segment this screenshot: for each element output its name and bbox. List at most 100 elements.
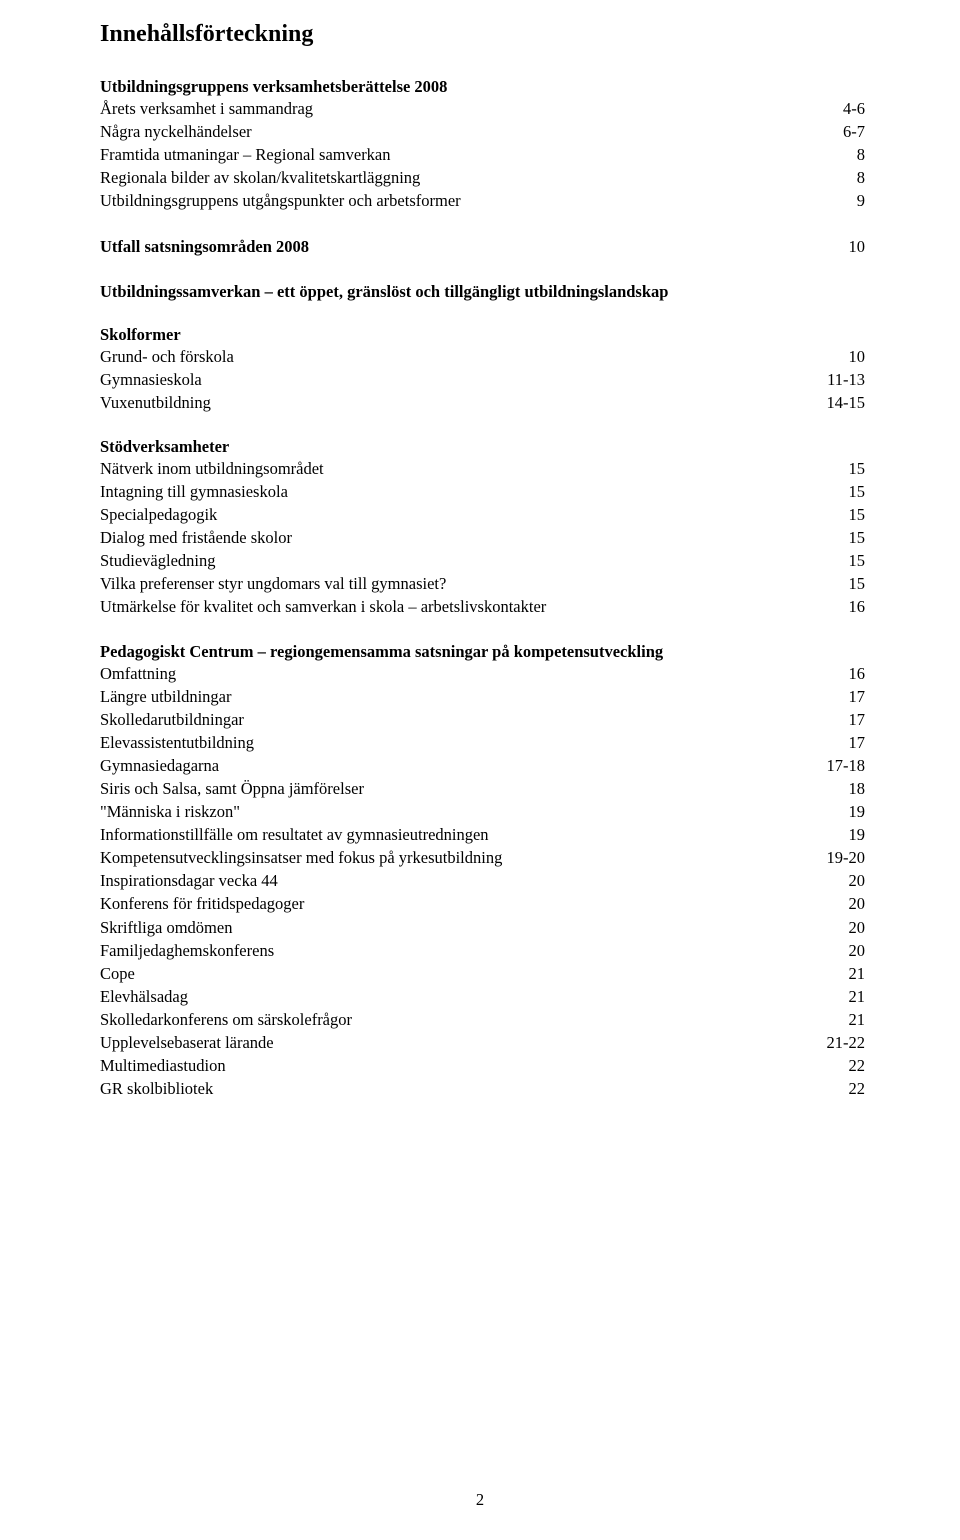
toc-row-page: 15 [815, 526, 865, 549]
section-heading: Utbildningsgruppens verksamhetsberättels… [100, 77, 865, 97]
section-heading: Stödverksamheter [100, 437, 865, 457]
toc-row: Specialpedagogik15 [100, 503, 865, 526]
toc-row-page: 9 [815, 189, 865, 212]
toc-block: Pedagogiskt Centrum – regiongemensamma s… [100, 642, 865, 1101]
toc-row: Intagning till gymnasieskola 15 [100, 480, 865, 503]
toc-row-label: Studievägledning [100, 549, 215, 572]
toc-row: Kompetensutvecklingsinsatser med fokus p… [100, 846, 865, 869]
toc-row: Regionala bilder av skolan/kvalitetskart… [100, 166, 865, 189]
toc-row-label: Konferens för fritidspedagoger [100, 892, 304, 915]
toc-row-page: 10 [815, 345, 865, 368]
toc-row-label: Omfattning [100, 662, 176, 685]
toc-row-page: 22 [815, 1054, 865, 1077]
toc-row-label: Kompetensutvecklingsinsatser med fokus p… [100, 846, 502, 869]
toc-row: Elevhälsadag 21 [100, 985, 865, 1008]
toc-row: Framtida utmaningar – Regional samverkan… [100, 143, 865, 166]
toc-row-label: Elevhälsadag [100, 985, 188, 1008]
toc-row-label: Nätverk inom utbildningsområdet [100, 457, 324, 480]
toc-row-label: Gymnasiedagarna [100, 754, 219, 777]
toc-block: Utfall satsningsområden 2008 10 [100, 235, 865, 258]
toc-row: GR skolbibliotek 22 [100, 1077, 865, 1100]
toc-row: Årets verksamhet i sammandrag 4-6 [100, 97, 865, 120]
toc-row: Utmärkelse för kvalitet och samverkan i … [100, 595, 865, 618]
page-number: 2 [0, 1490, 960, 1510]
toc-row: Studievägledning 15 [100, 549, 865, 572]
toc-row-label: GR skolbibliotek [100, 1077, 213, 1100]
toc-row-page: 15 [815, 572, 865, 595]
toc-block: Utbildningsgruppens verksamhetsberättels… [100, 77, 865, 212]
toc-row-label: Regionala bilder av skolan/kvalitetskart… [100, 166, 420, 189]
toc-row-label: Dialog med fristående skolor [100, 526, 292, 549]
toc-row: Inspirationsdagar vecka 44 20 [100, 869, 865, 892]
toc-row-label: Utbildningsgruppens utgångspunkter och a… [100, 189, 461, 212]
toc-row: Siris och Salsa, samt Öppna jämförelser 1… [100, 777, 865, 800]
toc-row-label: Grund- och förskola [100, 345, 234, 368]
toc-row-page: 21 [815, 962, 865, 985]
toc-row-page: 21-22 [815, 1031, 865, 1054]
toc-row-label: Inspirationsdagar vecka 44 [100, 869, 278, 892]
toc-row-page: 17 [815, 685, 865, 708]
toc-row: Upplevelsebaserat lärande21-22 [100, 1031, 865, 1054]
toc-row-page: 11-13 [815, 368, 865, 391]
toc-row-label: Elevassistentutbildning [100, 731, 254, 754]
toc-row-page: 20 [815, 892, 865, 915]
toc-row: Skolledarutbildningar 17 [100, 708, 865, 731]
toc-row-label: Årets verksamhet i sammandrag [100, 97, 313, 120]
toc-row-label: Cope [100, 962, 135, 985]
toc-row-label: Intagning till gymnasieskola [100, 480, 288, 503]
toc-row-label: Skolledarutbildningar [100, 708, 244, 731]
toc-row-page: 4-6 [815, 97, 865, 120]
toc-row-page: 16 [815, 595, 865, 618]
toc-row: Vilka preferenser styr ungdomars val til… [100, 572, 865, 595]
toc-row-label: Familjedaghemskonferens [100, 939, 274, 962]
toc-row-label: Gymnasieskola [100, 368, 202, 391]
toc-row: Gymnasieskola 11-13 [100, 368, 865, 391]
toc-row: Vuxenutbildning14-15 [100, 391, 865, 414]
toc-row: Skolledarkonferens om särskolefrågor21 [100, 1008, 865, 1031]
section-heading: Skolformer [100, 325, 865, 345]
toc-row-page: 19 [815, 823, 865, 846]
toc-row: Multimediastudion 22 [100, 1054, 865, 1077]
toc-row: Nätverk inom utbildningsområdet15 [100, 457, 865, 480]
toc-row: Cope 21 [100, 962, 865, 985]
toc-row: Skriftliga omdömen20 [100, 916, 865, 939]
toc-block: SkolformerGrund- och förskola10Gymnasies… [100, 325, 865, 414]
toc-row-page: 10 [815, 235, 865, 258]
toc-row: Informationstillfälle om resultatet av g… [100, 823, 865, 846]
toc-row-page: 15 [815, 480, 865, 503]
toc-row-page: 17 [815, 708, 865, 731]
toc-row-label: Multimediastudion [100, 1054, 226, 1077]
toc-row-page: 22 [815, 1077, 865, 1100]
toc-row-label: Framtida utmaningar – Regional samverkan [100, 143, 391, 166]
toc-row-page: 18 [815, 777, 865, 800]
toc-row: Konferens för fritidspedagoger 20 [100, 892, 865, 915]
toc-row: Elevassistentutbildning17 [100, 731, 865, 754]
toc-row-page: 8 [815, 166, 865, 189]
toc-row-page: 20 [815, 916, 865, 939]
toc-row-page: 6-7 [815, 120, 865, 143]
toc-row: Utfall satsningsområden 2008 10 [100, 235, 865, 258]
toc-row-label: Siris och Salsa, samt Öppna jämförelser [100, 777, 364, 800]
toc-row-page: 17-18 [815, 754, 865, 777]
toc-row-label: Informationstillfälle om resultatet av g… [100, 823, 489, 846]
toc-row: Familjedaghemskonferens20 [100, 939, 865, 962]
toc-row-page: 15 [815, 549, 865, 572]
toc-row-label: Utfall satsningsområden 2008 [100, 235, 309, 258]
toc-row: Grund- och förskola 10 [100, 345, 865, 368]
toc-block: Utbildningssamverkan – ett öppet, gränsl… [100, 282, 865, 302]
page-title: Innehållsförteckning [100, 21, 865, 48]
toc-row-page: 19-20 [815, 846, 865, 869]
toc-row-page: 14-15 [815, 391, 865, 414]
toc-row: Gymnasiedagarna 17-18 [100, 754, 865, 777]
section-heading: Pedagogiskt Centrum – regiongemensamma s… [100, 642, 865, 662]
toc-row-page: 20 [815, 869, 865, 892]
toc-row: Utbildningsgruppens utgångspunkter och a… [100, 189, 865, 212]
toc-row: "Människa i riskzon"19 [100, 800, 865, 823]
toc-row-label: Specialpedagogik [100, 503, 217, 526]
toc-row-page: 21 [815, 1008, 865, 1031]
toc-row: Omfattning16 [100, 662, 865, 685]
toc-row: Dialog med fristående skolor 15 [100, 526, 865, 549]
toc-content: Utbildningsgruppens verksamhetsberättels… [100, 77, 865, 1100]
toc-row-page: 21 [815, 985, 865, 1008]
toc-row: Längre utbildningar17 [100, 685, 865, 708]
